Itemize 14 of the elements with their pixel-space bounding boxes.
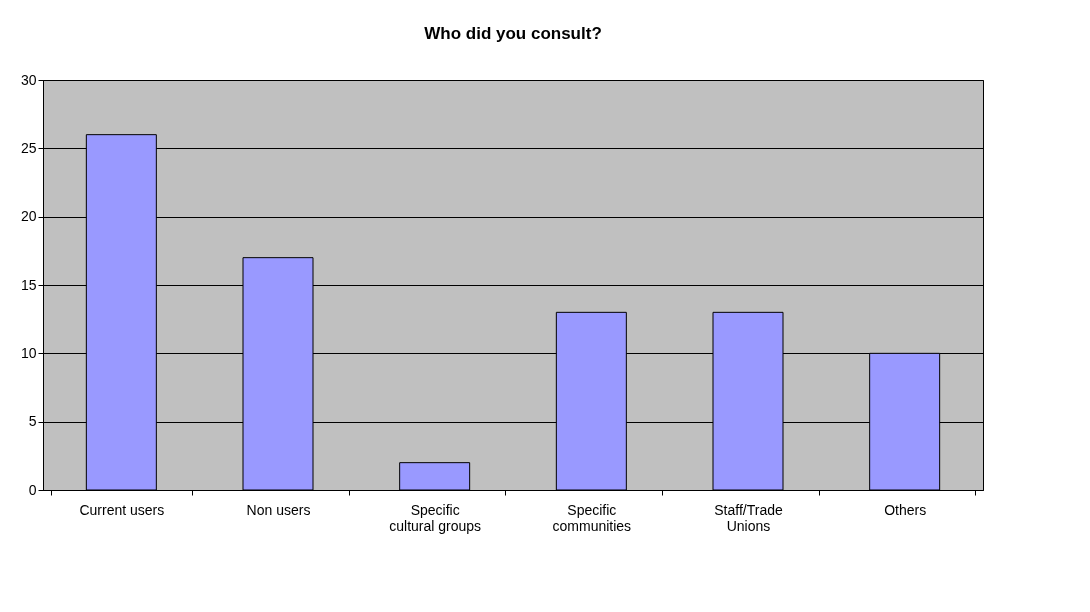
x-tick-label: Others xyxy=(884,501,927,518)
x-tick-label: Current users xyxy=(79,501,165,518)
y-tick-label: 15 xyxy=(20,276,37,293)
y-tick-label: 30 xyxy=(20,71,37,88)
y-tick-label: 20 xyxy=(20,208,37,225)
x-tick-label: Specific communities xyxy=(552,501,632,534)
y-tick-label: 5 xyxy=(28,413,37,430)
y-tick-label: 25 xyxy=(20,139,37,156)
x-tick-label: Staff/Trade Unions xyxy=(714,501,783,534)
x-tick-label: Non users xyxy=(246,501,311,518)
y-tick-label: 0 xyxy=(28,481,37,498)
x-tick-label: Specific cultural groups xyxy=(389,501,482,534)
y-tick-label: 10 xyxy=(20,344,37,361)
chart-title: Who did you consult? xyxy=(424,24,602,43)
